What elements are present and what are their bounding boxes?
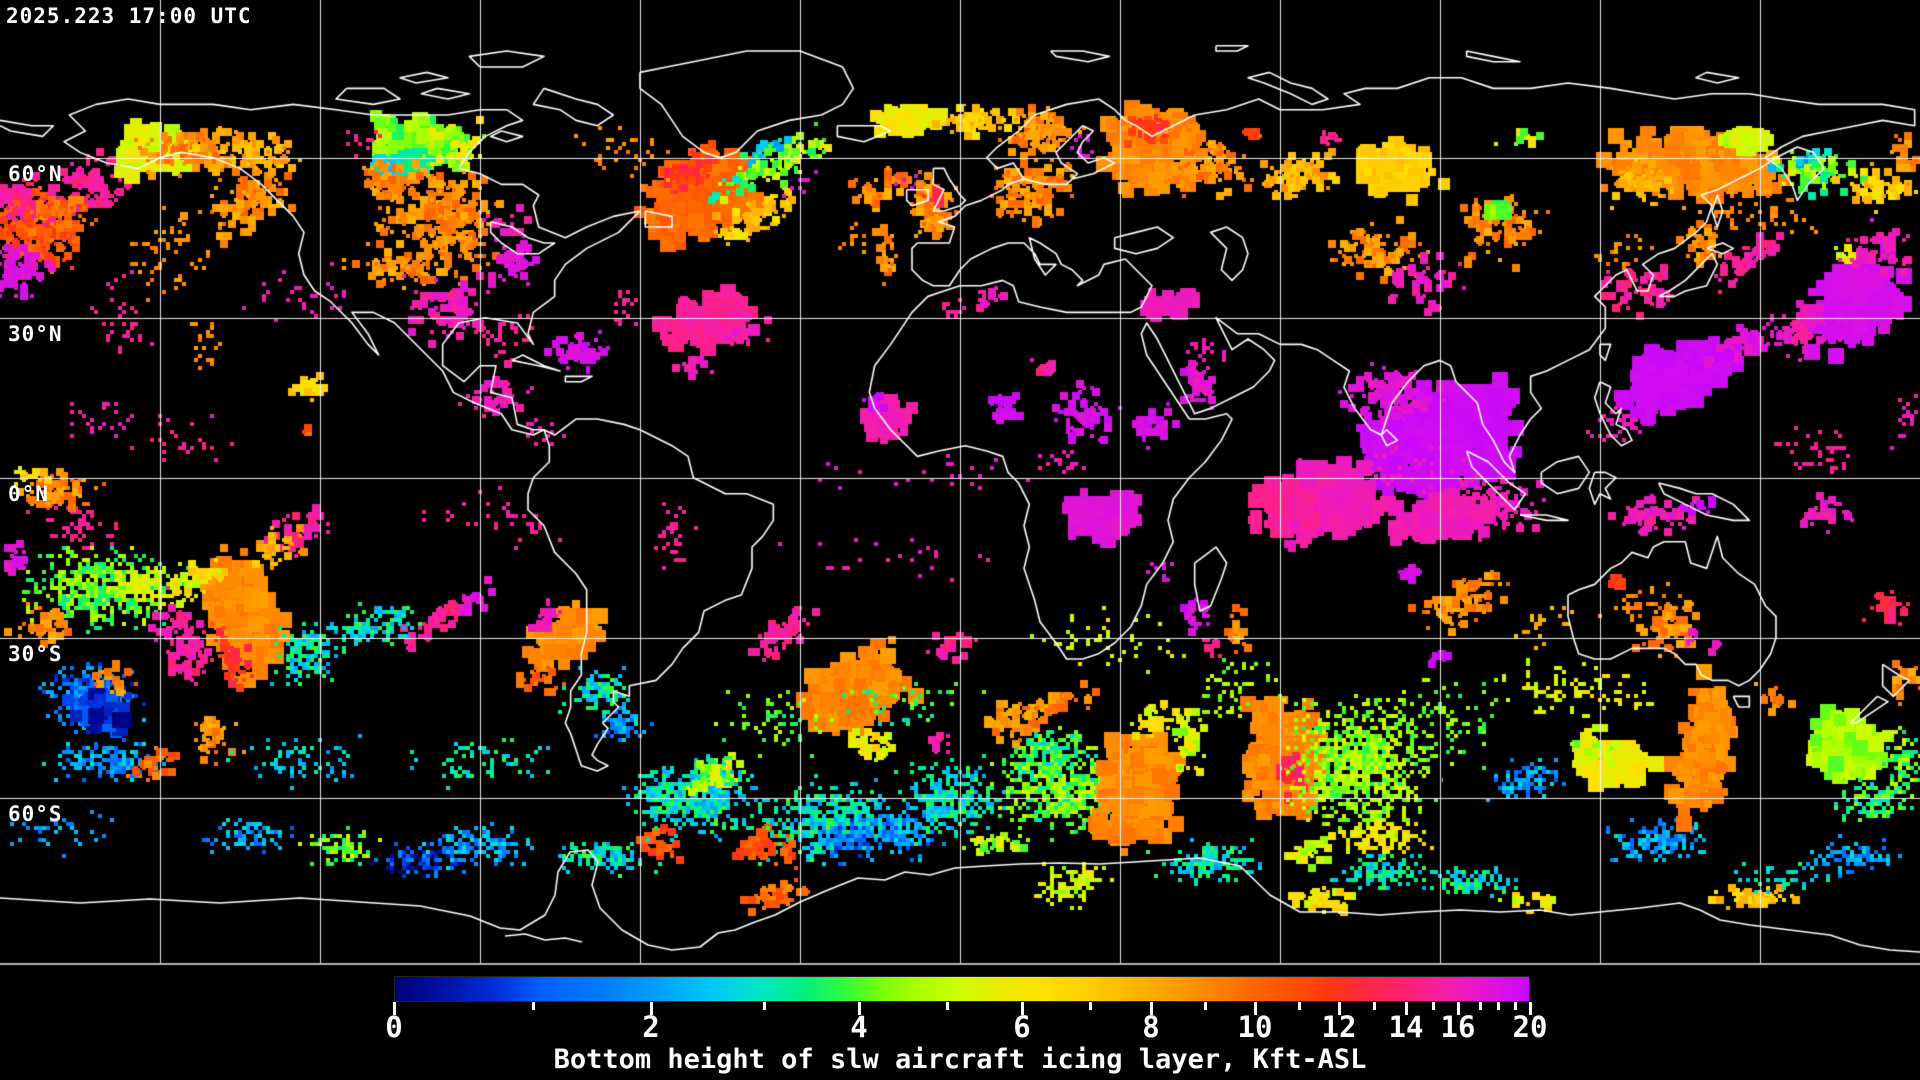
lat-label-60s: 60°S	[8, 802, 63, 826]
colorbar-tick-label-14: 14	[1388, 1010, 1424, 1044]
colorbar-minor-tick	[946, 1002, 949, 1010]
colorbar-tick-label-16: 16	[1440, 1010, 1476, 1044]
colorbar-tick-label-20: 20	[1512, 1010, 1548, 1044]
colorbar-caption: Bottom height of slw aircraft icing laye…	[553, 1044, 1367, 1075]
colorbar-minor-tick	[532, 1002, 535, 1010]
colorbar-minor-tick	[1373, 1002, 1376, 1010]
colorbar-major-tick	[858, 1002, 861, 1015]
colorbar-major-tick	[1457, 1002, 1460, 1015]
colorbar-minor-tick	[1514, 1002, 1517, 1010]
colorbar-tick-label-8: 8	[1142, 1010, 1160, 1044]
lat-label-30n: 30°N	[8, 322, 63, 346]
lat-label-0n: 0°N	[8, 482, 49, 506]
colorbar-tick-label-10: 10	[1237, 1010, 1273, 1044]
colorbar-minor-tick	[763, 1002, 766, 1010]
colorbar-major-tick	[393, 1002, 396, 1015]
colorbar-minor-tick	[1497, 1002, 1500, 1010]
colorbar-minor-tick	[1089, 1002, 1092, 1010]
colorbar-major-tick	[1021, 1002, 1024, 1015]
timestamp-label: 2025.223 17:00 UTC	[6, 4, 252, 28]
colorbar-tick-label-0: 0	[385, 1010, 403, 1044]
colorbar-minor-tick	[1298, 1002, 1301, 1010]
colorbar	[394, 976, 1530, 1002]
colorbar-major-tick	[1529, 1002, 1532, 1015]
colorbar-minor-tick	[1432, 1002, 1435, 1010]
colorbar-major-tick	[1338, 1002, 1341, 1015]
colorbar-tick-label-4: 4	[850, 1010, 868, 1044]
colorbar-minor-tick	[1479, 1002, 1482, 1010]
colorbar-tick-label-6: 6	[1013, 1010, 1031, 1044]
colorbar-tick-label-2: 2	[642, 1010, 660, 1044]
colorbar-minor-tick	[1204, 1002, 1207, 1010]
colorbar-major-tick	[1254, 1002, 1257, 1015]
colorbar-major-tick	[1150, 1002, 1153, 1015]
lat-label-30s: 30°S	[8, 642, 63, 666]
colorbar-major-tick	[1405, 1002, 1408, 1015]
colorbar-major-tick	[650, 1002, 653, 1015]
colorbar-gradient-bar	[394, 976, 1530, 1002]
colorbar-tick-label-12: 12	[1321, 1010, 1357, 1044]
lat-label-60n: 60°N	[8, 162, 63, 186]
